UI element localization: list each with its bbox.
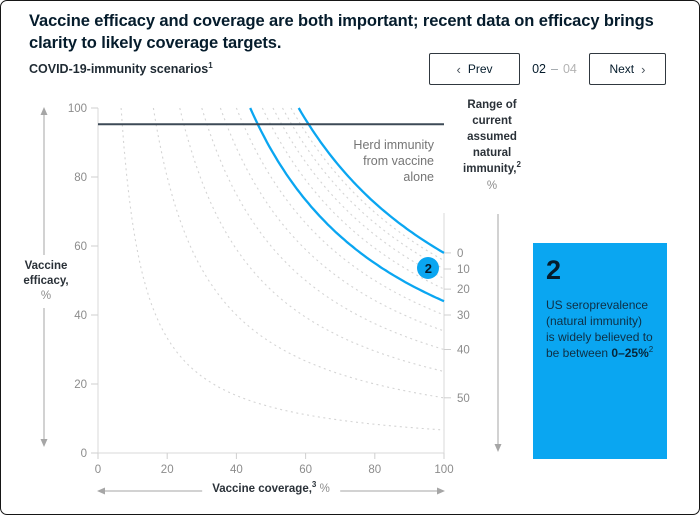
callout-footnote-mark: 2: [648, 345, 654, 354]
arrow-head-icon: [40, 439, 48, 447]
arrow-head-icon: [437, 487, 445, 495]
right-tick-label: 30: [457, 310, 470, 322]
exhibit-subtitle: COVID-19-immunity scenarios1: [29, 60, 213, 76]
callout-marker-2[interactable]: 2: [417, 257, 440, 280]
x-tick-label: 40: [230, 464, 243, 476]
right-tick-label: 0: [457, 248, 463, 260]
page-indicator: 02 – 04: [532, 62, 577, 76]
page-separator: –: [551, 62, 558, 76]
next-button-label: Next: [609, 62, 635, 76]
y-tick-label: 60: [74, 241, 87, 253]
prev-button-label: Prev: [467, 62, 493, 76]
callout-box: 2 US seroprevalence (natural immunity) i…: [533, 243, 667, 459]
right-tick-label: 50: [457, 393, 470, 405]
pagination: ‹ Prev 02 – 04 Next ›: [429, 53, 666, 85]
herd-immunity-curve-blue: [249, 107, 445, 303]
right-axis-footnote-mark: 2: [516, 160, 521, 170]
y-tick-label: 100: [68, 103, 87, 115]
herd-immunity-curve-dashed: [201, 107, 445, 351]
herd-immunity-curve-dashed: [282, 107, 445, 270]
right-axis-label-text: Range of current assumed natural immunit…: [463, 99, 517, 175]
callout-text-body: US seroprevalence (natural immunity) is …: [546, 298, 653, 360]
arrow-head-icon: [494, 444, 502, 452]
callout-highlight: 0–25%: [611, 346, 649, 360]
herd-immunity-annotation: Herd immunity from vaccine alone: [353, 138, 434, 184]
y-axis-label-text: Vaccine efficacy,: [23, 260, 69, 287]
right-tick-label: 10: [457, 264, 470, 276]
chevron-right-icon: ›: [641, 61, 646, 77]
arrow-head-icon: [97, 487, 105, 495]
page-total: 04: [562, 62, 577, 76]
x-axis-label-text: Vaccine coverage,: [212, 483, 312, 495]
x-axis-footnote-mark: 3: [311, 480, 317, 490]
right-tick-label: 20: [457, 284, 470, 296]
x-tick-label: 60: [299, 464, 312, 476]
herd-immunity-curve-dashed: [152, 107, 445, 399]
page-current: 02: [532, 62, 547, 76]
x-tick-label: 20: [161, 464, 174, 476]
callout-number: 2: [546, 255, 562, 285]
right-axis-label: Range of current assumed natural immunit…: [452, 97, 532, 194]
herd-immunity-curve-dashed: [272, 107, 445, 279]
herd-immunity-curve-blue: [297, 107, 445, 254]
x-axis-unit: %: [319, 483, 330, 495]
callout-text: US seroprevalence (natural immunity) is …: [546, 297, 654, 361]
herd-immunity-curve-dashed: [219, 107, 445, 332]
subtitle-text: COVID-19-immunity scenarios: [29, 62, 209, 76]
y-tick-label: 0: [81, 448, 87, 460]
chevron-left-icon: ‹: [456, 61, 461, 77]
y-tick-label: 80: [74, 172, 87, 184]
x-tick-label: 80: [368, 464, 381, 476]
x-tick-label: 0: [95, 464, 101, 476]
right-tick-label: 40: [457, 345, 470, 357]
y-tick-label: 40: [74, 310, 87, 322]
herd-immunity-curve-dashed: [179, 107, 445, 373]
exhibit-title: Vaccine efficacy and coverage are both i…: [29, 12, 654, 52]
prev-button[interactable]: ‹ Prev: [429, 53, 520, 85]
right-axis-unit: %: [486, 180, 498, 192]
arrow-head-icon: [40, 107, 48, 115]
herd-immunity-curve-dashed: [261, 107, 445, 290]
subtitle-footnote-mark: 1: [208, 60, 213, 70]
y-axis-unit: %: [40, 290, 52, 302]
x-tick-label: 100: [434, 464, 453, 476]
y-axis-label: Vaccine efficacy, %: [15, 255, 77, 308]
next-button[interactable]: Next ›: [588, 53, 666, 85]
herd-immunity-curve-dashed: [235, 107, 445, 316]
x-axis-label: Vaccine coverage,3 %: [202, 480, 340, 495]
y-tick-label: 20: [74, 379, 87, 391]
